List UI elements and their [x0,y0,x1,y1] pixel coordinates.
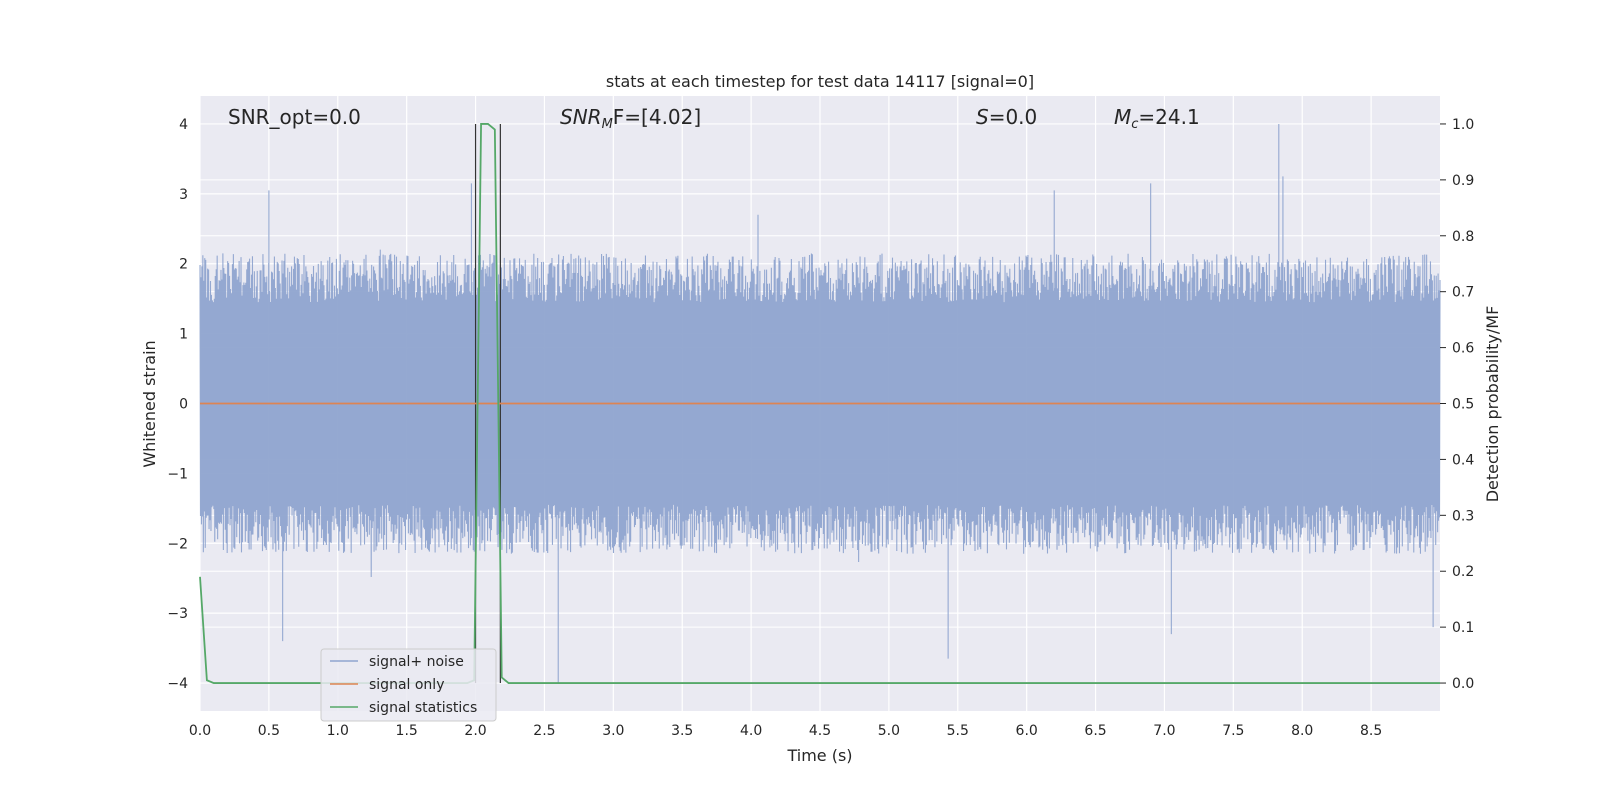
legend-label-signal-statistics: signal statistics [369,700,477,716]
x-axis-label: Time (s) [786,746,852,765]
y-tick-label: 1 [179,327,188,343]
annotation-mc: Mc=24.1 [1114,105,1200,132]
y-tick-label: 2 [179,257,188,273]
axis-ticks: 0.0 0.5 1.0 1.5 2.0 2.5 3.0 3.5 4.0 4.5 5.0 5.5 6.0 6… [167,117,1474,739]
x-tick-label: 7.0 [1153,723,1175,739]
chart-title: stats at each timestep for test data 141… [606,72,1034,91]
y-tick-label-right: 1.0 [1452,117,1474,133]
y-tick-label-right: 0.2 [1452,564,1474,580]
x-tick-label: 8.5 [1360,723,1382,739]
y-tick-label-right: 0.4 [1452,452,1474,468]
annotation-mc-main: M [1114,105,1131,129]
y-tick-label-right: 0.7 [1452,285,1474,301]
series-signal-noise [199,123,1441,684]
x-tick-label: 8.0 [1291,723,1313,739]
legend-box [320,648,497,722]
x-tick-label: 3.0 [602,723,624,739]
x-tick-label: 0.5 [258,723,280,739]
x-tick-label: 0.0 [189,723,211,739]
y-tick-label-right: 0.0 [1452,676,1474,692]
series-signal-statistics [199,123,1440,684]
annotation-s: S=0.0 [976,105,1037,129]
y-tick-label: −2 [167,536,188,552]
y-tick-label: −3 [167,606,188,622]
y-tick-label: −4 [167,676,188,692]
annotation-snr-mf-rest: F=[4.02] [613,105,701,129]
x-tick-label: 3.5 [671,723,693,739]
annotation-snr-mf-sub: M [602,117,613,132]
x-tick-label: 7.5 [1222,723,1244,739]
y-tick-label-right: 0.1 [1452,620,1474,636]
annotation-snr-mf: SNRMF=[4.02] [560,105,701,132]
x-tick-label: 6.0 [1016,723,1038,739]
x-tick-label: 4.0 [740,723,762,739]
x-tick-label: 5.5 [947,723,969,739]
x-tick-label: 2.5 [533,723,555,739]
y-tick-label: 4 [179,117,188,133]
y-tick-label: 3 [179,187,188,203]
y-tick-label-right: 0.8 [1452,229,1474,245]
line-series [199,123,1440,684]
y-tick-label-right: 0.3 [1452,508,1474,524]
x-tick-label: 4.5 [809,723,831,739]
annotation-s-rest: =0.0 [989,105,1038,129]
y-tick-label: 0 [179,397,188,413]
x-tick-label: 2.0 [464,723,486,739]
legend: signal+ noise signal only signal statist… [320,648,497,722]
x-tick-label: 1.0 [327,723,349,739]
legend-label-signal-noise: signal+ noise [369,654,464,670]
y-axis-label-right: Detection probability/MF [1483,306,1502,503]
annotation-snr-opt: SNR_opt=0.0 [228,105,361,129]
y-tick-label-right: 0.6 [1452,341,1474,357]
x-tick-label: 1.5 [396,723,418,739]
y-tick-label-right: 0.9 [1452,173,1474,189]
noise-series [199,123,1441,684]
y-tick-label: −1 [167,466,188,482]
y-axis-label: Whitened strain [140,340,159,467]
x-tick-label: 5.0 [878,723,900,739]
y-tick-label-right: 0.5 [1452,397,1474,413]
legend-label-signal-only: signal only [369,677,444,693]
annotation-mc-sub: c [1131,117,1138,132]
annotation-snr-mf-main: SNR [560,105,602,129]
annotation-mc-rest: =24.1 [1138,105,1199,129]
x-tick-label: 6.5 [1084,723,1106,739]
annotation-s-main: S [976,105,989,129]
